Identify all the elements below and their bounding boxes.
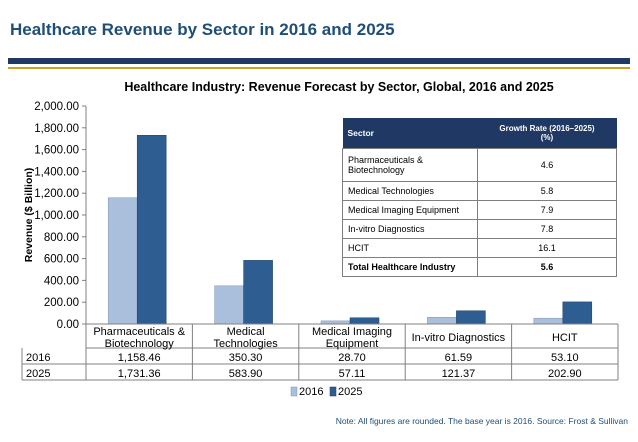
category-label: Medical bbox=[227, 326, 265, 338]
header-sector: Sector bbox=[342, 118, 478, 149]
header-growth-line2: (%) bbox=[540, 133, 554, 142]
legend-swatch-2025 bbox=[329, 386, 337, 397]
table-cell-rate: 5.6 bbox=[477, 257, 617, 277]
table-header-row: Sector Growth Rate (2016–2025) (%) bbox=[342, 118, 617, 149]
header-growth-rate: Growth Rate (2016–2025) (%) bbox=[477, 118, 617, 149]
y-tick-label: 1,200.00 bbox=[34, 188, 79, 200]
y-tick-label: 1,800.00 bbox=[34, 123, 79, 135]
category-label: Technologies bbox=[213, 338, 278, 350]
header-accent-rule bbox=[8, 67, 630, 69]
data-label: 583.90 bbox=[229, 368, 263, 380]
table-cell-sector: Medical Technologies bbox=[342, 181, 478, 201]
data-label: 202.90 bbox=[548, 368, 582, 380]
category-label: Medical Imaging bbox=[312, 326, 392, 338]
legend-label-2025: 2025 bbox=[338, 386, 362, 398]
sector-line2: Biotechnology bbox=[348, 165, 405, 175]
source-note: Note: All figures are rounded. The base … bbox=[335, 416, 628, 426]
y-tick-label: 1,000.00 bbox=[34, 210, 79, 222]
data-label: 350.30 bbox=[229, 352, 263, 364]
table-cell-rate: 7.8 bbox=[477, 219, 617, 239]
table-cell-sector: Medical Imaging Equipment bbox=[342, 200, 478, 220]
table-cell-rate: 16.1 bbox=[477, 238, 617, 258]
bar-2025 bbox=[456, 310, 486, 325]
data-label: 1,731.36 bbox=[118, 368, 161, 380]
y-tick-label: 400.00 bbox=[44, 275, 79, 287]
data-label: 57.11 bbox=[339, 368, 366, 380]
table-row-total: Total Healthcare Industry 5.6 bbox=[342, 257, 617, 277]
data-label: 1,158.46 bbox=[118, 352, 161, 364]
series-row-label: 2025 bbox=[26, 368, 50, 380]
chart-title: Healthcare Industry: Revenue Forecast by… bbox=[124, 80, 554, 94]
table-cell-rate: 4.6 bbox=[477, 148, 617, 182]
category-label: Biotechnology bbox=[105, 338, 175, 350]
growth-rate-table: Sector Growth Rate (2016–2025) (%) Pharm… bbox=[342, 118, 617, 277]
table-cell-sector: Pharmaceuticals & Biotechnology bbox=[342, 148, 478, 182]
y-tick-label: 200.00 bbox=[44, 297, 79, 309]
table-cell-sector: HCIT bbox=[342, 238, 478, 258]
table-row: Medical Imaging Equipment 7.9 bbox=[342, 200, 617, 220]
table-cell-rate: 5.8 bbox=[477, 181, 617, 201]
header-rule bbox=[8, 58, 630, 64]
table-cell-sector: Total Healthcare Industry bbox=[342, 257, 478, 277]
bar-2016 bbox=[214, 285, 244, 325]
category-label: Pharmaceuticals & bbox=[93, 326, 185, 338]
category-label: In-vitro Diagnostics bbox=[412, 332, 506, 344]
table-cell-sector: In-vitro Diagnostics bbox=[342, 219, 478, 239]
table-row: Pharmaceuticals & Biotechnology 4.6 bbox=[342, 148, 617, 182]
page-title: Healthcare Revenue by Sector in 2016 and… bbox=[10, 20, 395, 39]
bar-2016 bbox=[107, 197, 138, 325]
category-label: HCIT bbox=[552, 332, 578, 344]
bar-2025 bbox=[562, 301, 593, 325]
header-growth-line1: Growth Rate (2016–2025) bbox=[499, 124, 595, 133]
data-label: 61.59 bbox=[445, 352, 473, 364]
y-tick-label: 2,000.00 bbox=[34, 101, 79, 113]
data-label: 53.10 bbox=[551, 352, 579, 364]
y-axis-label: Revenue ($ Billion) bbox=[23, 168, 35, 263]
bar-2016 bbox=[427, 317, 457, 325]
table-row: Medical Technologies 5.8 bbox=[342, 181, 617, 201]
bar-2016 bbox=[533, 317, 564, 325]
bar-2025 bbox=[349, 317, 380, 325]
legend-swatch-2016 bbox=[290, 386, 298, 397]
y-tick-label: 1,600.00 bbox=[34, 145, 79, 157]
data-label: 121.37 bbox=[442, 368, 476, 380]
table-row: In-vitro Diagnostics 7.8 bbox=[342, 219, 617, 239]
category-label: Equipment bbox=[326, 338, 379, 350]
y-tick-label: 0.00 bbox=[57, 319, 79, 331]
data-label: 28.70 bbox=[338, 352, 366, 364]
series-row-label: 2016 bbox=[26, 352, 50, 364]
y-tick-label: 600.00 bbox=[44, 254, 79, 266]
y-tick-label: 1,400.00 bbox=[34, 166, 79, 178]
y-tick-label: 800.00 bbox=[44, 232, 79, 244]
table-cell-rate: 7.9 bbox=[477, 200, 617, 220]
table-row: HCIT 16.1 bbox=[342, 238, 617, 258]
bar-2025 bbox=[243, 260, 273, 325]
legend-label-2016: 2016 bbox=[299, 386, 323, 398]
sector-line1: Pharmaceuticals & bbox=[348, 155, 424, 165]
bar-2025 bbox=[136, 135, 167, 325]
